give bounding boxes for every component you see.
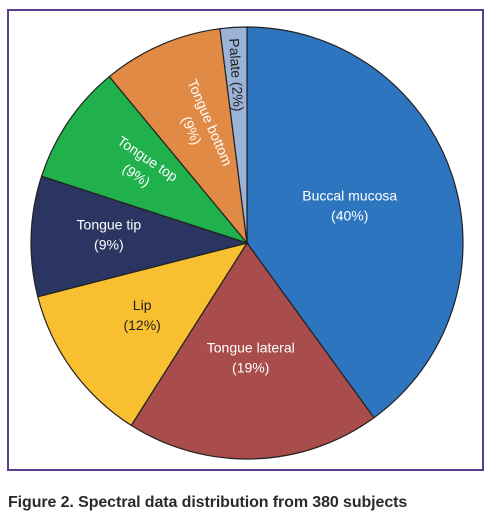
pie-slice-tongue-bottom	[108, 28, 248, 245]
slice-name: Tongue lateral	[207, 340, 295, 356]
figure-caption: Figure 2. Spectral data distribution fro…	[8, 494, 408, 511]
pie-chart: Buccal mucosa (40%) Tongue lateral (19%) Lip…	[30, 26, 464, 460]
slice-label-text: Palate (2%)	[226, 38, 247, 112]
figure-frame: Buccal mucosa (40%) Tongue lateral (19%) Lip…	[7, 9, 484, 471]
slice-label-buccal-mucosa: Buccal mucosa (40%)	[302, 188, 397, 224]
slice-label-tongue-tip: Tongue tip (9%)	[77, 217, 142, 253]
pie-slice-tongue-tip	[30, 175, 250, 298]
slice-name: Lip	[133, 297, 152, 313]
slice-percent: (40%)	[331, 208, 368, 224]
pie-slice-tongue-lateral	[130, 241, 375, 460]
pie-slice-buccal-mucosa	[246, 26, 464, 419]
slice-percent: (9%)	[94, 237, 124, 253]
pie-slice-palate	[219, 26, 248, 244]
pie-slice-lip	[37, 242, 249, 427]
slice-label-palate: Palate (2%)	[226, 38, 247, 112]
slice-label-tongue-lateral: Tongue lateral (19%)	[207, 340, 295, 376]
slice-label-lip: Lip (12%)	[123, 297, 160, 333]
slice-percent: (19%)	[232, 360, 269, 376]
slice-name: Tongue tip	[77, 217, 142, 233]
slice-name: Buccal mucosa	[302, 188, 397, 204]
slice-percent: (12%)	[123, 317, 160, 333]
pie-slice-tongue-top	[40, 75, 249, 245]
